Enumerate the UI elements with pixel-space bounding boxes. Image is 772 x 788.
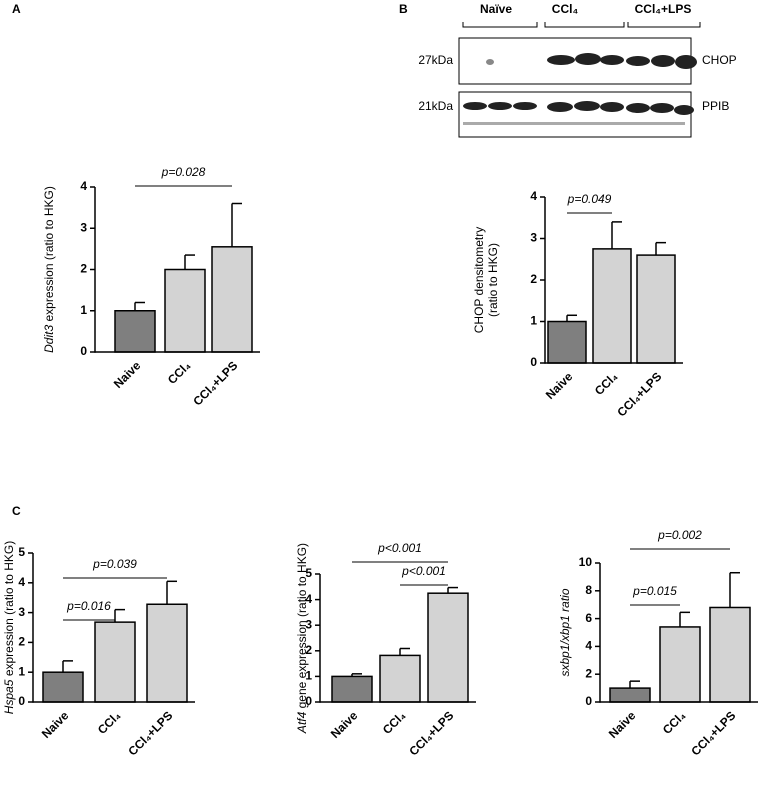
x-tick-label: Naive bbox=[39, 708, 72, 741]
x-tick-label: CCl₄+LPS bbox=[614, 369, 664, 419]
size-label: 27kDa bbox=[418, 53, 453, 67]
bar bbox=[114, 310, 156, 353]
y-axis-title-part: Atf4 bbox=[295, 711, 309, 734]
bar bbox=[331, 675, 373, 703]
x-tick-label: CCl₄ bbox=[165, 358, 194, 387]
y-tick-label: 5 bbox=[305, 566, 312, 580]
bar bbox=[547, 320, 587, 364]
y-tick-label: 0 bbox=[530, 355, 537, 369]
y-axis-title-part: Hspa5 bbox=[2, 679, 16, 714]
blot-group: CCl₄ bbox=[552, 2, 579, 16]
blot-group: Naïve bbox=[480, 2, 512, 16]
y-tick-label: 4 bbox=[530, 189, 537, 203]
y-axis-title: Hspa5 expression (ratio to HKG) bbox=[2, 541, 16, 714]
bar bbox=[379, 654, 421, 703]
x-tick-label: Naive bbox=[543, 369, 576, 402]
y-tick-label: 3 bbox=[530, 231, 537, 245]
y-tick-label: 3 bbox=[80, 220, 87, 234]
y-axis-title-part: Ddit3 bbox=[42, 325, 56, 353]
p-value: p=0.049 bbox=[567, 192, 612, 206]
blot-strip bbox=[458, 91, 692, 138]
y-tick-label: 4 bbox=[305, 592, 312, 606]
y-tick-label: 8 bbox=[585, 583, 592, 597]
x-tick-label: CCl₄+LPS bbox=[190, 358, 240, 408]
protein-label: PPIB bbox=[702, 99, 729, 113]
y-tick-label: 0 bbox=[80, 344, 87, 358]
y-axis-title-part: sxbp1/xbp1 ratio bbox=[558, 588, 572, 676]
y-tick-label: 4 bbox=[80, 179, 87, 193]
blot-group: CCl₄+LPS bbox=[635, 2, 692, 16]
bar bbox=[42, 671, 84, 703]
y-tick-label: 2 bbox=[80, 262, 87, 276]
bar bbox=[146, 603, 188, 703]
y-tick-label: 3 bbox=[305, 617, 312, 631]
bar bbox=[94, 621, 136, 703]
western-blot: Naïve CCl₄ CCl₄+LPS 27kDa 21kDa CHOP PPI… bbox=[418, 2, 737, 138]
x-tick-label: Naive bbox=[328, 708, 361, 741]
y-axis-title-part: CHOP densitometry bbox=[472, 227, 486, 333]
bands bbox=[463, 53, 697, 125]
x-tick-label: CCl₄ bbox=[380, 708, 409, 737]
x-tick-label: CCl₄ bbox=[660, 708, 689, 737]
protein-label: CHOP bbox=[702, 53, 737, 67]
bar bbox=[636, 254, 676, 364]
y-axis-title-part: expression (ratio to HKG) bbox=[42, 186, 56, 325]
x-tick-label: CCl₄+LPS bbox=[125, 708, 175, 758]
bar bbox=[427, 592, 469, 703]
y-tick-label: 5 bbox=[18, 545, 25, 559]
y-tick-label: 1 bbox=[18, 664, 25, 678]
y-axis-title-part: (ratio to HKG) bbox=[486, 243, 500, 317]
y-axis-title-part: expression (ratio to HKG) bbox=[2, 541, 16, 680]
x-tick-label: Naive bbox=[606, 708, 639, 741]
bar bbox=[164, 268, 206, 353]
p-value: p=0.015 bbox=[632, 584, 677, 598]
y-tick-label: 0 bbox=[18, 694, 25, 708]
y-axis-title: (ratio to HKG) bbox=[486, 243, 500, 317]
y-axis-title: CHOP densitometry bbox=[472, 227, 486, 333]
bar bbox=[709, 606, 751, 703]
panel-letter: C bbox=[12, 504, 21, 518]
y-tick-label: 1 bbox=[80, 303, 87, 317]
size-label: 21kDa bbox=[418, 99, 453, 113]
p-value: p<0.001 bbox=[377, 541, 422, 555]
bar bbox=[592, 248, 632, 364]
bar bbox=[211, 246, 253, 353]
y-tick-label: 6 bbox=[585, 611, 592, 625]
y-tick-label: 2 bbox=[530, 272, 537, 286]
p-value: p=0.016 bbox=[66, 599, 111, 613]
y-tick-label: 2 bbox=[305, 643, 312, 657]
y-axis-title: Atf4 gene expression (ratio to HKG) bbox=[295, 543, 309, 734]
y-tick-label: 10 bbox=[579, 555, 593, 569]
y-tick-label: 0 bbox=[585, 694, 592, 708]
y-axis-title: Ddit3 expression (ratio to HKG) bbox=[42, 186, 56, 353]
bar bbox=[659, 626, 701, 703]
p-value: p<0.001 bbox=[401, 564, 446, 578]
y-tick-label: 1 bbox=[305, 669, 312, 683]
x-tick-label: CCl₄+LPS bbox=[406, 708, 456, 758]
y-tick-label: 1 bbox=[530, 314, 537, 328]
bar bbox=[609, 687, 651, 703]
y-tick-label: 3 bbox=[18, 605, 25, 619]
panel-letter: B bbox=[399, 2, 408, 16]
y-tick-label: 4 bbox=[18, 575, 25, 589]
y-tick-label: 4 bbox=[585, 639, 592, 653]
x-tick-label: Naive bbox=[111, 358, 144, 391]
x-tick-label: CCl₄ bbox=[592, 369, 621, 398]
y-axis-title: sxbp1/xbp1 ratio bbox=[558, 588, 572, 676]
y-tick-label: 0 bbox=[305, 694, 312, 708]
p-value: p=0.002 bbox=[657, 528, 702, 542]
y-tick-label: 2 bbox=[18, 635, 25, 649]
x-tick-label: CCl₄+LPS bbox=[688, 708, 738, 758]
panel-letter: A bbox=[12, 2, 21, 16]
group-bracket bbox=[462, 22, 701, 28]
p-value: p=0.028 bbox=[161, 165, 206, 179]
y-tick-label: 2 bbox=[585, 666, 592, 680]
x-tick-label: CCl₄ bbox=[95, 708, 124, 737]
y-axis-title-part: gene expression (ratio to HKG) bbox=[295, 543, 309, 712]
p-value: p=0.039 bbox=[92, 557, 137, 571]
